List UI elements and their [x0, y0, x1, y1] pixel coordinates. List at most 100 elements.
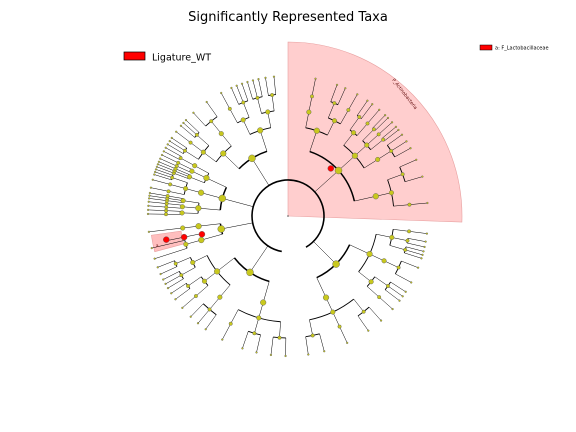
leaf-node: [366, 99, 369, 102]
enriched-node-genus: [163, 236, 170, 243]
tree-branch: [340, 109, 349, 125]
leaf-branch: [167, 278, 184, 289]
tree-branch: [180, 157, 195, 166]
leaf-node: [421, 253, 424, 256]
tree-node-24: [396, 265, 401, 270]
leaf-branch: [241, 83, 249, 101]
leaf-branch: [378, 122, 393, 135]
leaf-node: [251, 79, 255, 82]
phylum-node-2: [246, 268, 254, 277]
tree-node-31: [337, 324, 342, 329]
leaf-branch: [337, 88, 346, 105]
root-dot: [287, 215, 289, 217]
tree-branch: [332, 311, 340, 327]
leaf-branch: [409, 202, 428, 205]
tree-branch: [377, 150, 392, 160]
leaf-node: [205, 100, 208, 104]
tree-node-15: [351, 152, 358, 159]
tree-branch: [387, 174, 403, 180]
tree-node-63: [195, 205, 202, 212]
leaf-node: [170, 292, 173, 295]
tree-node-25: [381, 258, 387, 264]
leaf-branch: [155, 171, 173, 178]
leaf-branch: [330, 84, 338, 102]
leaf-node: [384, 114, 387, 117]
leaf-node: [323, 350, 326, 353]
tree-branch: [358, 271, 372, 282]
leaf-node: [168, 140, 171, 143]
leaf-node: [255, 351, 258, 354]
leaf-branch: [384, 129, 399, 142]
leaf-branch: [247, 81, 253, 100]
leaf-branch: [390, 281, 406, 293]
tree-branch: [362, 129, 375, 141]
leaf-node: [164, 282, 167, 285]
tree-node-13: [389, 148, 394, 153]
phylum-branch: [314, 170, 339, 193]
leaf-node: [426, 201, 429, 205]
leaf-branch: [222, 323, 231, 340]
leaf-node: [415, 158, 418, 161]
tree-branch: [175, 257, 191, 264]
leaf-node: [154, 168, 158, 171]
leaf-branch: [171, 283, 187, 294]
tree-branch: [166, 203, 183, 206]
tree-branch: [183, 200, 199, 204]
leaf-node: [425, 232, 428, 235]
leaf-node: [335, 83, 339, 86]
tree-branch: [219, 284, 231, 298]
leaf-node: [164, 146, 167, 149]
leaf-node: [157, 160, 161, 163]
tree-node-84: [218, 131, 224, 137]
leaf-node: [307, 353, 310, 356]
leaf-branch: [256, 334, 261, 353]
tree-branch: [389, 245, 406, 251]
leaf-node: [192, 111, 195, 114]
tree-node-30: [361, 309, 366, 314]
leaf-node: [179, 124, 183, 127]
tree-branch: [309, 130, 318, 152]
tree-node-77: [192, 163, 198, 169]
phylum-branch: [222, 198, 254, 207]
cladogram-nodes: [146, 75, 429, 358]
tree-node-14: [375, 156, 381, 162]
leaf-node: [170, 136, 173, 140]
leaf-node: [420, 257, 423, 260]
tree-branch: [195, 285, 209, 297]
leaf-node: [401, 295, 404, 298]
leaf-branch: [161, 154, 179, 164]
tree-node-78: [203, 174, 210, 182]
tree-node-35: [277, 335, 282, 340]
leaf-branch: [149, 195, 168, 199]
legend-left-swatch: [123, 51, 146, 61]
leaf-branch: [175, 288, 191, 300]
leaf-node: [422, 250, 425, 253]
tree-node-2: [332, 101, 337, 106]
leaf-branch: [157, 164, 175, 172]
leaf-branch: [357, 315, 369, 331]
leaf-node: [148, 191, 151, 195]
phylum-node-3: [217, 225, 225, 233]
figure-title: Significantly Represented Taxa: [188, 10, 388, 25]
leaf-node: [264, 76, 267, 79]
tree-node-22: [403, 247, 408, 252]
leaf-node: [400, 133, 404, 136]
leaf-node: [346, 341, 349, 344]
tree-node-46: [173, 261, 178, 266]
leaf-branch: [171, 137, 187, 149]
leaf-branch: [158, 161, 176, 169]
tree-node-50: [198, 236, 205, 244]
clade-highlight-layer: [151, 41, 463, 253]
tree-node-48: [214, 268, 221, 275]
leaf-branch: [395, 273, 412, 283]
tree-node-36: [252, 331, 257, 336]
tree-branch: [316, 277, 327, 298]
tree-node-90: [270, 93, 275, 97]
leaf-branch: [236, 85, 244, 103]
leaf-branch: [378, 296, 393, 310]
root-arc: [251, 179, 325, 253]
leaf-branch: [367, 109, 380, 124]
phylum-branch: [249, 245, 269, 273]
leaf-branch: [387, 285, 403, 297]
family-marker-label: a: [156, 243, 159, 248]
